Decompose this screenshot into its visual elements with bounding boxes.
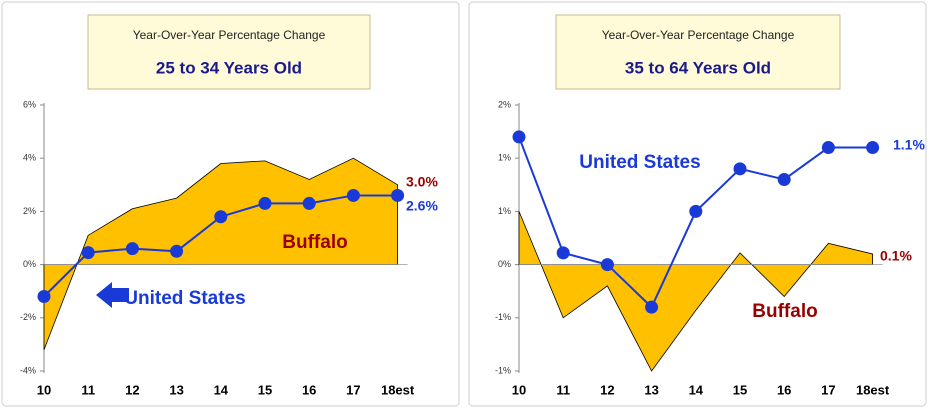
point — [37, 290, 51, 304]
y-tick-label: -4% — [20, 365, 36, 375]
panel — [468, 1, 927, 407]
x-tick-label: 16 — [777, 382, 791, 397]
point — [821, 141, 835, 155]
x-tick-label: 17 — [821, 382, 835, 397]
y-tick-label: 2% — [498, 99, 511, 109]
arrow — [96, 282, 129, 308]
chart-subtitle: Year-Over-Year Percentage Change — [133, 28, 326, 42]
end-label: 3.0% — [406, 174, 438, 190]
x-tick-label: 13 — [169, 382, 183, 397]
point — [733, 162, 747, 176]
chart-title: 35 to 64 Years Old — [625, 58, 771, 77]
point — [512, 130, 526, 144]
series-label: United States — [579, 152, 700, 173]
y-tick-label: 4% — [23, 153, 36, 163]
point — [600, 258, 614, 272]
x-tick-label: 12 — [125, 382, 139, 397]
y-tick-label: 1% — [498, 206, 511, 216]
x-tick-label: 11 — [556, 382, 570, 397]
point — [689, 204, 703, 218]
x-tick-label: 10 — [512, 382, 526, 397]
title-box — [87, 14, 371, 90]
x-tick-label: 14 — [214, 382, 229, 397]
x-tick-label: 10 — [37, 382, 51, 397]
x-tick-label: 15 — [733, 382, 747, 397]
y-tick-label: 2% — [23, 206, 36, 216]
x-tick-label: 12 — [600, 382, 614, 397]
x-tick-label: 11 — [81, 382, 95, 397]
end-label: 0.1% — [880, 248, 912, 264]
y-tick-label: -1% — [495, 312, 511, 322]
point — [777, 172, 791, 186]
point — [866, 141, 880, 155]
point — [556, 246, 570, 260]
x-tick-label: 18est — [381, 382, 415, 397]
y-tick-label: 1% — [498, 153, 511, 163]
point — [391, 188, 405, 202]
point — [81, 246, 95, 260]
chart-subtitle: Year-Over-Year Percentage Change — [602, 28, 795, 42]
y-tick-label: -1% — [495, 365, 511, 375]
x-tick-label: 17 — [346, 382, 360, 397]
x-tick-label: 15 — [258, 382, 272, 397]
point — [214, 210, 228, 224]
area — [518, 211, 873, 372]
end-label: 1.1% — [893, 137, 925, 153]
y-tick-label: 0% — [23, 259, 36, 269]
y-tick-label: -2% — [20, 312, 36, 322]
end-label: 2.6% — [406, 198, 438, 214]
series-label: United States — [124, 288, 245, 309]
x-tick-label: 13 — [644, 382, 658, 397]
x-tick-label: 18est — [856, 382, 890, 397]
point — [170, 244, 184, 258]
point — [258, 196, 272, 210]
point — [645, 300, 659, 314]
y-tick-label: 6% — [23, 99, 36, 109]
series-label: Buffalo — [282, 232, 347, 253]
point — [346, 188, 360, 202]
chart-title: 25 to 34 Years Old — [156, 58, 302, 77]
series-label: Buffalo — [752, 301, 817, 322]
x-tick-label: 14 — [689, 382, 704, 397]
point — [125, 242, 139, 256]
point — [302, 196, 316, 210]
title-box — [555, 14, 841, 90]
y-tick-label: 0% — [498, 259, 511, 269]
x-tick-label: 16 — [302, 382, 316, 397]
